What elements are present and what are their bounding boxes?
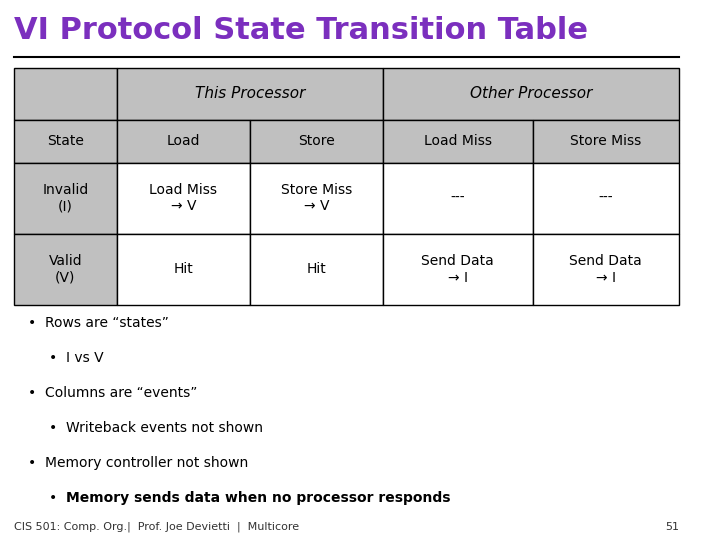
Text: Store: Store	[298, 134, 335, 148]
Text: •: •	[27, 386, 36, 400]
Text: Store Miss: Store Miss	[570, 134, 642, 148]
Text: Send Data
→ I: Send Data → I	[570, 254, 642, 285]
Text: Other Processor: Other Processor	[470, 86, 592, 101]
Text: CIS 501: Comp. Org.|  Prof. Joe Devietti  |  Multicore: CIS 501: Comp. Org.| Prof. Joe Devietti …	[14, 522, 299, 532]
Text: Load Miss
→ V: Load Miss → V	[150, 183, 217, 213]
Bar	[383, 234, 533, 305]
Text: •: •	[48, 491, 57, 505]
Bar	[250, 120, 383, 163]
Bar	[383, 163, 533, 234]
Text: •: •	[48, 421, 57, 435]
Bar	[14, 234, 117, 305]
Text: Store Miss
→ V: Store Miss → V	[281, 183, 352, 213]
Text: Valid
(V): Valid (V)	[48, 254, 82, 285]
Text: Columns are “events”: Columns are “events”	[45, 386, 197, 400]
Bar	[14, 120, 117, 163]
Text: Load Miss: Load Miss	[424, 134, 492, 148]
Text: Memory sends data when no processor responds: Memory sends data when no processor resp…	[66, 491, 450, 505]
Bar	[250, 234, 383, 305]
Text: State: State	[47, 134, 84, 148]
Text: •: •	[27, 456, 36, 470]
Bar	[117, 234, 250, 305]
Text: Hit: Hit	[307, 262, 326, 276]
Text: Load: Load	[167, 134, 200, 148]
Text: Hit: Hit	[174, 262, 194, 276]
Bar	[533, 234, 679, 305]
Bar	[250, 163, 383, 234]
Bar	[383, 68, 679, 120]
Text: Rows are “states”: Rows are “states”	[45, 316, 169, 330]
Bar	[117, 163, 250, 234]
Text: •: •	[27, 316, 36, 330]
Text: Invalid
(I): Invalid (I)	[42, 183, 89, 213]
Text: This Processor: This Processor	[195, 86, 305, 101]
Text: ---: ---	[451, 191, 465, 205]
Text: I vs V: I vs V	[66, 351, 104, 365]
Text: Writeback events not shown: Writeback events not shown	[66, 421, 263, 435]
Bar	[117, 68, 383, 120]
Text: 51: 51	[665, 522, 679, 532]
Text: VI Protocol State Transition Table: VI Protocol State Transition Table	[14, 16, 588, 45]
Bar	[117, 120, 250, 163]
Text: Send Data
→ I: Send Data → I	[421, 254, 494, 285]
Text: Memory controller not shown: Memory controller not shown	[45, 456, 248, 470]
Text: ---: ---	[598, 191, 613, 205]
Bar	[14, 68, 117, 120]
Text: •: •	[48, 351, 57, 365]
Bar	[533, 163, 679, 234]
Bar	[383, 120, 533, 163]
Bar	[14, 163, 117, 234]
Bar	[533, 120, 679, 163]
